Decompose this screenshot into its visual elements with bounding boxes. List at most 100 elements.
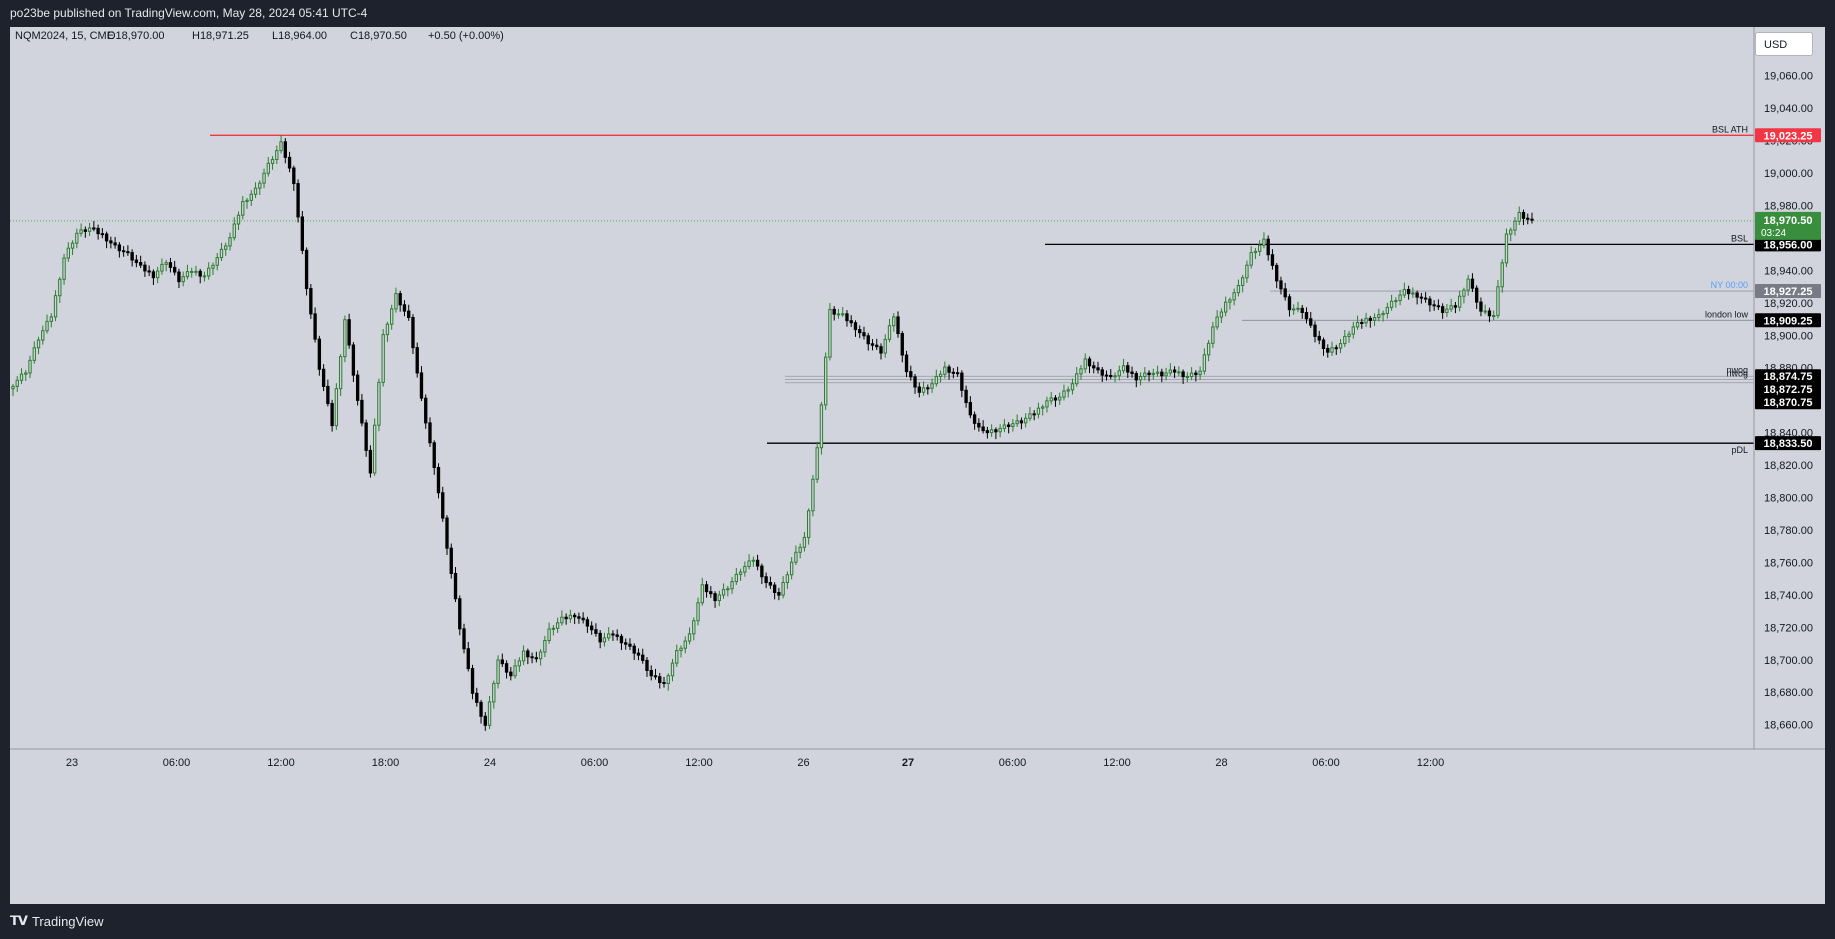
candle-body — [309, 288, 313, 315]
candle-body — [1334, 347, 1338, 350]
price-label: 18,874.75 — [1755, 369, 1821, 384]
candle-body — [1177, 371, 1181, 374]
candle-body — [1049, 397, 1053, 402]
price-label: 18,870.75 — [1755, 395, 1821, 410]
candle-body — [730, 581, 734, 590]
price-tick-label: 18,980.00 — [1764, 200, 1813, 212]
candle-body — [1321, 339, 1326, 350]
candle-body — [824, 356, 828, 406]
candle-body — [1194, 372, 1198, 376]
candle-body — [266, 162, 270, 174]
candle-body — [543, 640, 547, 653]
time-tick-label: 06:00 — [163, 757, 191, 769]
candle-body — [364, 422, 368, 451]
countdown-text: 03:24 — [1761, 228, 1786, 239]
candle-body — [1198, 370, 1202, 376]
candle-body — [921, 387, 926, 393]
level-name: nwog — [1726, 365, 1748, 375]
price-tick-label: 18,760.00 — [1764, 557, 1813, 569]
candle-body — [815, 447, 819, 480]
candle-body — [92, 227, 96, 230]
price-tick-label: 18,920.00 — [1764, 298, 1813, 310]
candle-body — [1377, 314, 1381, 319]
legend-open: O18,970.00 — [107, 30, 165, 42]
price-label-box — [1755, 436, 1821, 451]
candle-body — [1015, 420, 1019, 425]
candle-body — [1062, 390, 1066, 398]
candle-body — [998, 427, 1002, 433]
candle-body — [232, 223, 236, 239]
candle-body — [177, 271, 181, 283]
candle-body — [83, 229, 88, 232]
candle-body — [568, 614, 573, 620]
candle-body — [415, 347, 419, 374]
candle-body — [1338, 343, 1343, 349]
candle-body — [879, 346, 883, 354]
price-label-box — [1755, 395, 1821, 410]
candle-body — [641, 654, 645, 661]
candle-body — [458, 598, 462, 630]
price-label-box — [1755, 382, 1821, 397]
candle-body — [1138, 375, 1143, 381]
candle-body — [173, 266, 177, 273]
price-tick-label: 18,800.00 — [1764, 493, 1813, 505]
candle-body — [377, 381, 381, 426]
candle-body — [785, 574, 790, 583]
candle-body — [934, 376, 938, 385]
level-name: nwog — [1726, 368, 1748, 378]
chart-pane[interactable]: BSL ATH BSL NY 00:00 london low nwog nwog pDL … — [10, 27, 1825, 904]
candle-body — [1002, 424, 1007, 429]
legend-symbol: NQM2024, 15, CME — [15, 30, 114, 42]
level-name: NY 00:00 — [1711, 280, 1748, 290]
candle-body — [666, 675, 670, 684]
candle-body — [1423, 297, 1428, 300]
candle-body — [211, 264, 215, 269]
time-tick-label: 06:00 — [581, 757, 609, 769]
candle-body — [1372, 317, 1377, 321]
level-name: london low — [1705, 309, 1749, 319]
candle-body — [1296, 307, 1300, 310]
candle-body — [1440, 306, 1445, 313]
candle-body — [517, 660, 522, 667]
candle-body — [981, 426, 985, 432]
price-label-text: 18,872.75 — [1764, 384, 1813, 396]
candle-body — [270, 158, 275, 164]
price-axis[interactable]: 19,060.0019,040.0019,020.0019,000.0018,9… — [1753, 27, 1825, 904]
time-axis[interactable]: 23 06:00 12:00 18:00 24 06:00 12:00 26 27 06:00 12… — [10, 748, 1825, 769]
candle-body — [534, 657, 539, 660]
currency-button[interactable]: USD — [1755, 32, 1813, 56]
candle-body — [564, 616, 568, 620]
candle-body — [372, 424, 377, 474]
candle-body — [1249, 252, 1253, 266]
candle-body — [1202, 354, 1207, 372]
candle-body — [1453, 305, 1458, 308]
candle-body — [896, 316, 900, 335]
candle-body — [1509, 229, 1513, 235]
candle-body — [1172, 369, 1177, 373]
candle-body — [679, 647, 683, 652]
candle-body — [70, 242, 75, 249]
candle-body — [951, 371, 956, 374]
price-label-box — [1755, 284, 1821, 299]
candle-body — [321, 368, 326, 387]
candle-body — [1092, 365, 1096, 369]
candle-body — [555, 622, 560, 629]
time-tick-label: 26 — [797, 757, 809, 769]
candle-body — [164, 262, 168, 265]
tradingview-brand[interactable]: 𝗧𝗩 TradingView — [10, 913, 103, 929]
candle-body — [1100, 369, 1104, 376]
footer-bar: 𝗧𝗩 TradingView — [0, 904, 1835, 939]
candle-body — [726, 588, 730, 591]
candle-body — [692, 620, 696, 635]
candle-body — [62, 257, 66, 280]
candle-body — [1211, 326, 1215, 344]
candle-body — [334, 388, 339, 427]
candle-body — [1164, 372, 1168, 377]
ohlc-legend: NQM2024, 15, CME O18,970.00 H18,971.25 L… — [15, 30, 504, 42]
candle-body — [947, 366, 951, 373]
candle-body — [504, 663, 509, 673]
candle-body — [1445, 308, 1449, 313]
candle-body — [1104, 374, 1109, 377]
candle-body — [1470, 278, 1475, 289]
